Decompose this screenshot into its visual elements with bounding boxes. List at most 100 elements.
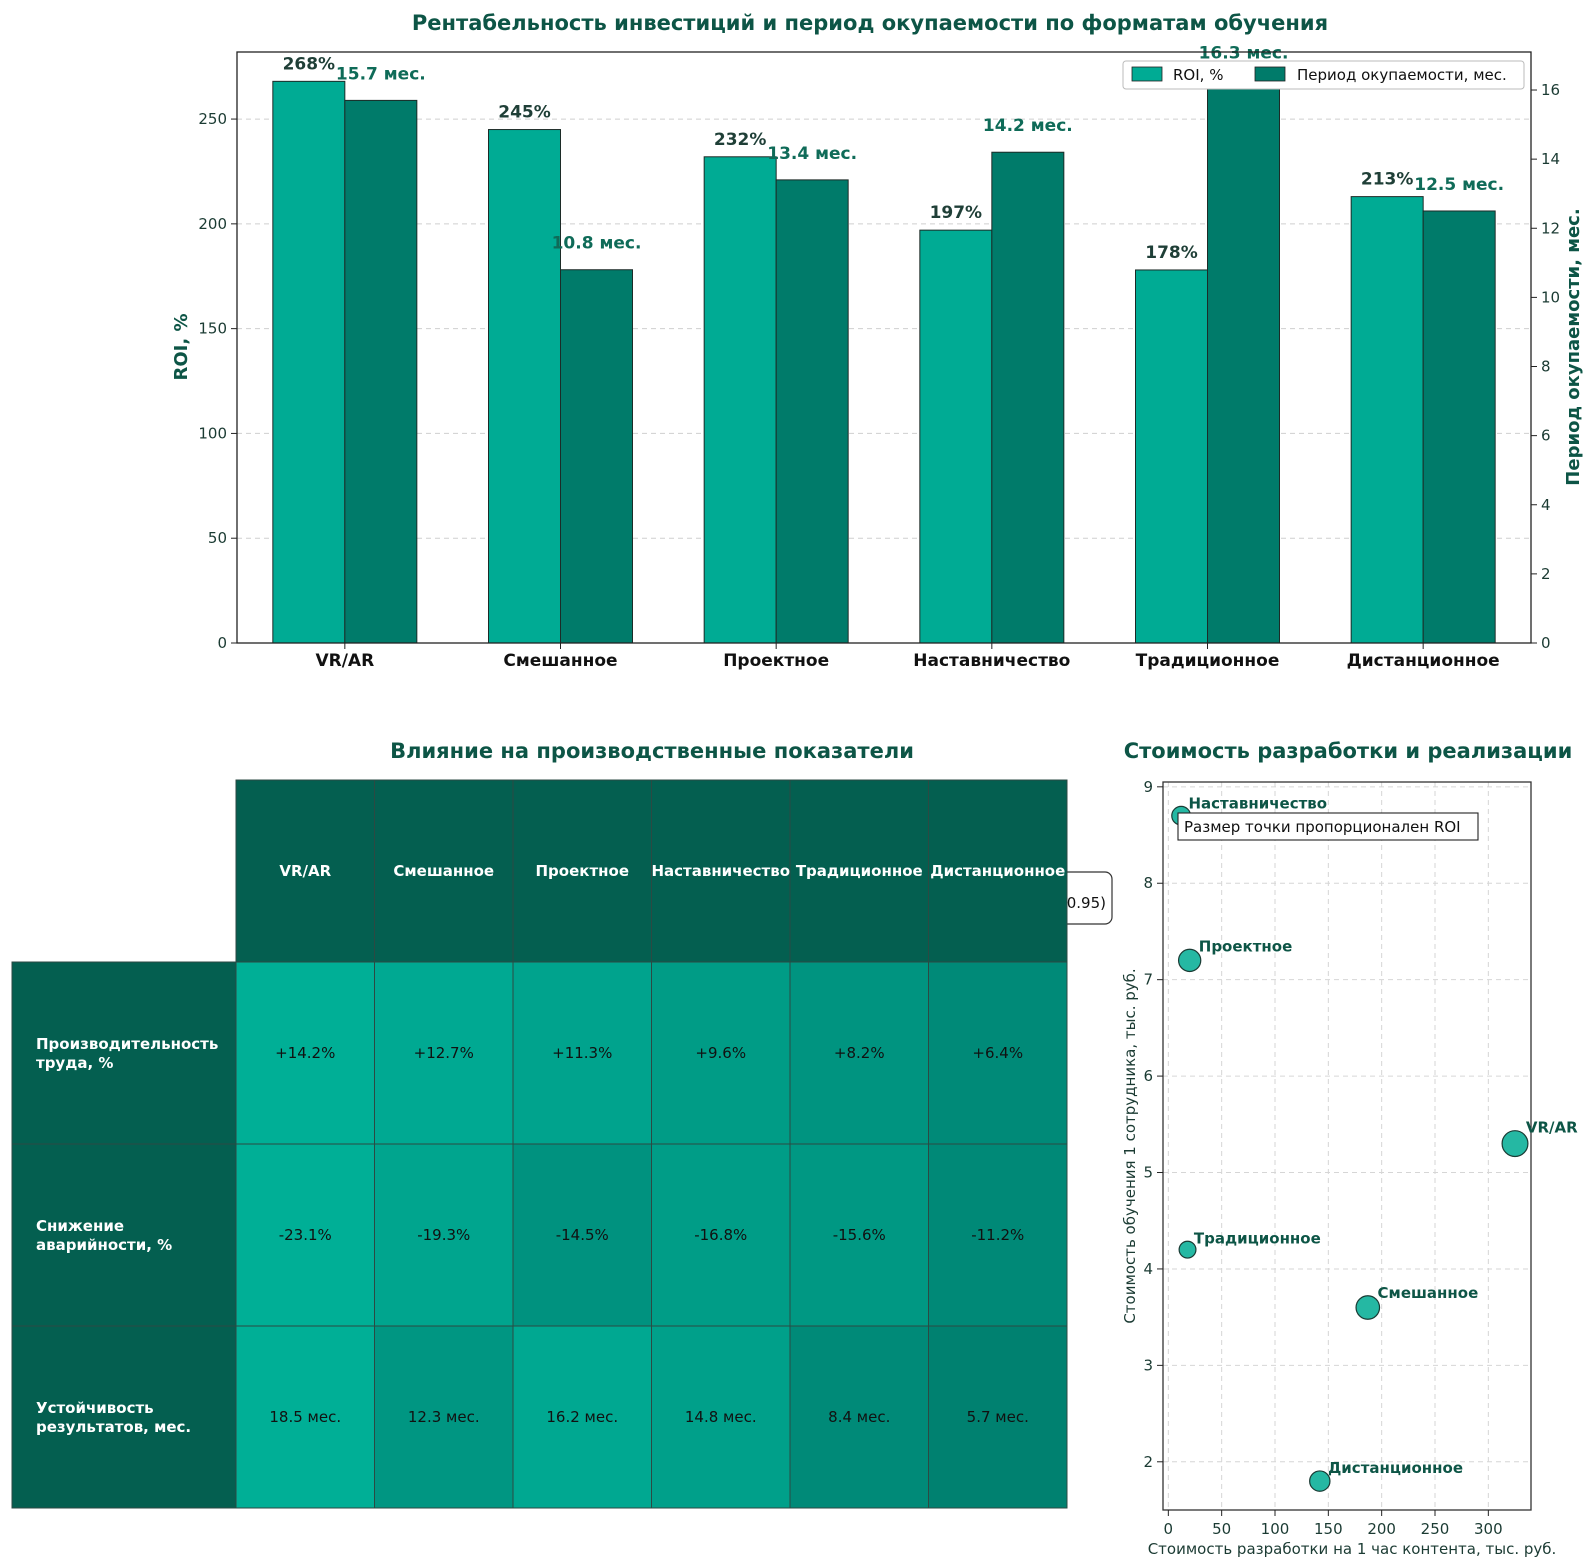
table-cell: [789, 1325, 929, 1509]
table-row-label: Снижение: [36, 1217, 124, 1235]
table-cell: [789, 961, 929, 1145]
scatter-x-tick-label: 150: [1314, 1520, 1343, 1538]
scatter-point: [1355, 1295, 1381, 1320]
bar-label-roi: 245%: [498, 103, 551, 123]
bar-chart-legend: ROI, % Период окупаемости, мес.: [1122, 60, 1525, 90]
scatter-y-tick-label: 3: [1143, 1356, 1153, 1374]
table-cell-value: -16.8%: [694, 1226, 747, 1244]
table-cell: [651, 1325, 791, 1509]
table-header-cell: [928, 779, 1068, 963]
scatter-title: Стоимость разработки и реализации: [1124, 739, 1573, 763]
table-cell: [789, 1143, 929, 1327]
x-tick-label: Традиционное: [1136, 651, 1280, 671]
table-cell: [928, 961, 1068, 1145]
bar-roi-0: [272, 80, 346, 644]
table-header-cell: [374, 779, 514, 963]
bar-payback-5: [1422, 210, 1496, 644]
table-cell-value: +8.2%: [834, 1044, 885, 1062]
legend-label-payback: Период окупаемости, мес.: [1297, 66, 1507, 84]
table-cell-value: 18.5 мес.: [269, 1408, 341, 1426]
table-cell-value: +14.2%: [275, 1044, 335, 1062]
legend-label-roi: ROI, %: [1173, 66, 1223, 84]
scatter-point: [1501, 1130, 1529, 1158]
scatter-point: [1177, 948, 1202, 973]
legend-box: [1122, 60, 1525, 90]
scatter-x-tick-label: 0: [1164, 1520, 1174, 1538]
bar-label-payback: 15.7 мес.: [336, 64, 426, 84]
x-tick-label: Наставничество: [913, 651, 1070, 671]
table-header-cell: [789, 779, 929, 963]
table-cell: [374, 961, 514, 1145]
fragment-text: 0.95): [1067, 894, 1106, 912]
bar-chart-frame: [236, 51, 1532, 644]
bar-roi-4: [1135, 269, 1208, 644]
table-header-label: Традиционное: [796, 862, 923, 880]
bar-label-payback: 14.2 мес.: [983, 116, 1073, 136]
scatter-point: [1178, 1240, 1197, 1259]
scatter-point-label: Наставничество: [1188, 794, 1327, 812]
scatter-x-label: Стоимость разработки на 1 час контента, …: [1148, 1540, 1557, 1558]
y-tick-label-right: 6: [1541, 427, 1551, 445]
scatter-y-tick-label: 7: [1143, 971, 1153, 989]
scatter-ticks: 0 50 100 150 200 250 300 2 3 4 5 6 7 8 9: [1143, 778, 1502, 1538]
table-cell-value: -15.6%: [833, 1226, 886, 1244]
y-tick-label-left: 150: [198, 320, 227, 338]
bar-label-roi: 213%: [1361, 170, 1414, 190]
table-cell: [235, 961, 375, 1145]
table-cell: [235, 1325, 375, 1509]
scatter-point-label: VR/AR: [1526, 1119, 1578, 1137]
table-cell-value: 12.3 мес.: [408, 1408, 480, 1426]
table-cell-value: +6.4%: [972, 1044, 1023, 1062]
legend-swatch-payback: [1254, 66, 1286, 82]
table-cell: [374, 1325, 514, 1509]
bar-label-payback: 13.4 мес.: [767, 144, 857, 164]
impact-table: Влияние на производственные показатели 0…: [11, 739, 1113, 1509]
bar-label-roi: 197%: [930, 203, 983, 223]
y-tick-label-right: 8: [1541, 358, 1551, 376]
y-tick-label-left: 250: [198, 110, 227, 128]
scatter-y-tick-label: 8: [1143, 874, 1153, 892]
table-cell: [651, 1143, 791, 1327]
scatter-note-box: [1177, 812, 1479, 841]
bar-payback-0: [344, 99, 418, 644]
bar-label-roi: 178%: [1145, 243, 1198, 263]
y-tick-label-right: 4: [1541, 496, 1551, 514]
scatter-note-text: Размер точки пропорционален ROI: [1184, 818, 1461, 836]
table-row-header-cell: [11, 1143, 237, 1327]
table-title: Влияние на производственные показатели: [390, 739, 914, 763]
table-cell: [928, 1143, 1068, 1327]
scatter-y-tick-label: 9: [1143, 778, 1153, 796]
scatter-point: [1309, 1470, 1331, 1492]
scatter-grid: [1163, 782, 1531, 1510]
table-header-cell: [235, 779, 375, 963]
table-cell-value: 14.8 мес.: [685, 1408, 757, 1426]
x-tick-label: Проектное: [723, 651, 829, 671]
scatter-note: Размер точки пропорционален ROI: [1177, 812, 1479, 841]
table-header-label: Проектное: [536, 862, 630, 880]
bar-chart: Рентабельность инвестиций и период окупа…: [171, 11, 1584, 671]
scatter-x-tick-label: 250: [1421, 1520, 1450, 1538]
table-cell-value: 8.4 мес.: [828, 1408, 890, 1426]
bar-payback-2: [775, 179, 849, 644]
bar-label-roi: 232%: [714, 130, 767, 150]
y-tick-label-right: 2: [1541, 565, 1551, 583]
table-cell: [512, 961, 652, 1145]
bar-roi-3: [919, 229, 993, 644]
table-cell-value: +12.7%: [414, 1044, 474, 1062]
bar-roi-1: [488, 129, 561, 644]
bar-chart-ticks: 0 50 100 150 200 250 0 2 4 6 8 10 12 14 16 VR/AR Смешанн…: [198, 81, 1560, 671]
legend-swatch-roi: [1131, 66, 1163, 82]
y-axis-label-right: Период окупаемости, мес.: [1563, 208, 1584, 485]
table-cell: [374, 1143, 514, 1327]
y-tick-label-right: 16: [1541, 81, 1560, 99]
bar-roi-2: [703, 156, 777, 644]
table-cell-value: -14.5%: [556, 1226, 609, 1244]
bar-label-payback: 10.8 мес.: [552, 234, 642, 254]
x-tick-label: VR/AR: [315, 651, 374, 671]
scatter-frame: [1162, 781, 1532, 1511]
y-tick-label-left: 200: [198, 215, 227, 233]
table-row-label: результатов, мес.: [36, 1418, 191, 1436]
bar-chart-title: Рентабельность инвестиций и период окупа…: [412, 11, 1328, 35]
scatter-x-tick-label: 300: [1474, 1520, 1503, 1538]
table-header-label: Дистанционное: [930, 862, 1065, 880]
